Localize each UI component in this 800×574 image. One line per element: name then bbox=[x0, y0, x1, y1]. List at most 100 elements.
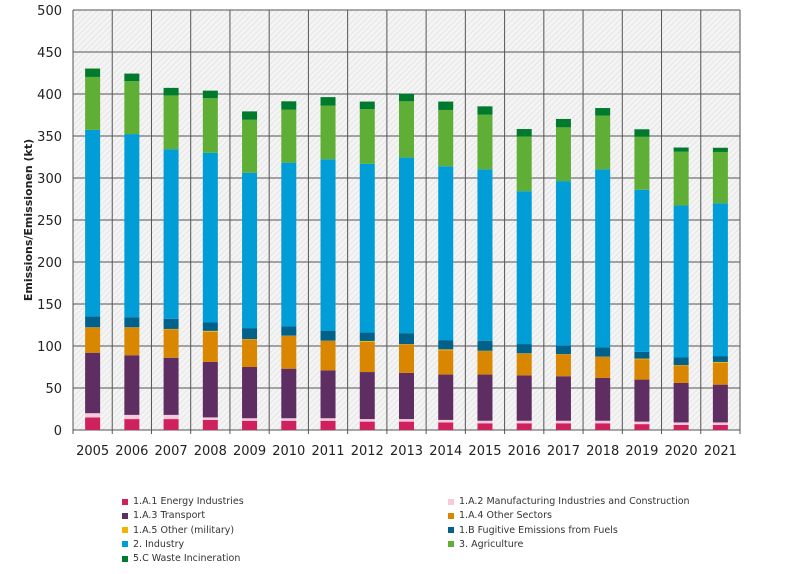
bar-segment bbox=[399, 372, 414, 420]
legend-label: 1.A.3 Transport bbox=[133, 510, 206, 522]
y-tick-label: 350 bbox=[37, 130, 62, 145]
legend-label: 1.A.4 Other Sectors bbox=[459, 510, 552, 522]
bar-segment bbox=[477, 423, 493, 430]
y-axis-label: Emissions/Emissionen (kt) bbox=[22, 139, 35, 301]
bar-segment bbox=[85, 417, 101, 430]
bar-segment bbox=[712, 356, 728, 362]
bar-segment bbox=[85, 129, 101, 317]
legend-item: 1.A.4 Other Sectors bbox=[448, 510, 552, 521]
bar-segment bbox=[359, 341, 375, 373]
bar-segment bbox=[399, 157, 414, 334]
bar-segment bbox=[634, 136, 650, 190]
x-tick-label: 2013 bbox=[390, 444, 423, 459]
bar-segment bbox=[202, 361, 218, 418]
bar-segment bbox=[281, 368, 297, 419]
bar-segment bbox=[555, 376, 571, 421]
x-tick-label: 2006 bbox=[115, 444, 148, 459]
bar-segment bbox=[124, 419, 140, 430]
bar-segment bbox=[634, 129, 650, 137]
bar-segment bbox=[595, 347, 611, 357]
bar-segment bbox=[202, 330, 218, 332]
bar-segment bbox=[85, 352, 101, 414]
y-tick-label: 0 bbox=[54, 424, 62, 439]
bar-segment bbox=[163, 95, 179, 150]
y-tick-label: 500 bbox=[37, 4, 62, 19]
bar-segment bbox=[595, 377, 611, 421]
bar-segment bbox=[555, 345, 571, 355]
bar-segment bbox=[516, 423, 532, 430]
bar-segment bbox=[477, 420, 493, 424]
legend-swatch bbox=[448, 512, 454, 519]
bar-segment bbox=[438, 374, 454, 420]
bar-segment bbox=[320, 418, 336, 421]
bar-segment bbox=[516, 129, 532, 137]
legend-label: 3. Agriculture bbox=[459, 538, 524, 550]
bar-segment bbox=[124, 355, 140, 415]
x-tick-label: 2020 bbox=[665, 444, 698, 459]
bar-segment bbox=[320, 105, 336, 160]
bar-segment bbox=[634, 379, 650, 422]
bar-segment bbox=[555, 423, 571, 430]
bar-segment bbox=[359, 163, 375, 333]
bar-segment bbox=[438, 101, 454, 110]
x-tick-label: 2005 bbox=[76, 444, 109, 459]
bar-segment bbox=[242, 172, 258, 329]
legend-swatch bbox=[122, 555, 128, 562]
bar-segment bbox=[516, 136, 532, 192]
bar-segment bbox=[202, 90, 218, 99]
bar-segment bbox=[477, 106, 493, 115]
bar-segment bbox=[242, 119, 258, 173]
x-tick-label: 2011 bbox=[311, 444, 344, 459]
legend-swatch bbox=[122, 498, 128, 505]
bar-segment bbox=[359, 340, 375, 342]
bar-segment bbox=[399, 421, 414, 430]
bar-segment bbox=[242, 328, 258, 340]
legend-label: 5.C Waste Incineration bbox=[133, 553, 241, 565]
x-tick-label: 2016 bbox=[508, 444, 541, 459]
legend-label: 1.B Fugitive Emissions from Fuels bbox=[459, 524, 618, 536]
bar-segment bbox=[124, 317, 140, 328]
legend-item: 3. Agriculture bbox=[448, 539, 523, 550]
bar-segment bbox=[555, 354, 571, 377]
bar-segment bbox=[516, 344, 532, 354]
bar-segment bbox=[202, 152, 218, 323]
bar-segment bbox=[281, 420, 297, 430]
legend-swatch bbox=[448, 498, 454, 505]
bar-segment bbox=[399, 333, 414, 345]
bar-segment bbox=[85, 413, 101, 418]
bar-segment bbox=[477, 374, 493, 421]
bar-segment bbox=[202, 322, 218, 331]
bar-segment bbox=[320, 97, 336, 106]
x-tick-label: 2009 bbox=[233, 444, 266, 459]
y-tick-label: 250 bbox=[37, 214, 62, 229]
bar-segment bbox=[320, 330, 336, 341]
bar-segment bbox=[85, 68, 101, 77]
bar-segment bbox=[712, 203, 728, 357]
bar-segment bbox=[399, 101, 414, 158]
bar-segment bbox=[202, 98, 218, 153]
bar-segment bbox=[634, 189, 650, 352]
bar-segment bbox=[359, 109, 375, 164]
bar-segment bbox=[438, 109, 454, 167]
bar-segment bbox=[163, 87, 179, 96]
bar-segment bbox=[281, 335, 297, 369]
legend-label: 2. Industry bbox=[133, 538, 185, 550]
x-tick-label: 2012 bbox=[351, 444, 384, 459]
y-tick-label: 50 bbox=[45, 382, 62, 397]
bar-segment bbox=[516, 375, 532, 421]
bar-segment bbox=[595, 356, 611, 378]
legend-label: 1.A.1 Energy Industries bbox=[133, 496, 244, 507]
bar-segment bbox=[438, 350, 454, 375]
bar-segment bbox=[85, 76, 101, 130]
legend-swatch bbox=[122, 527, 128, 534]
bar-segment bbox=[516, 420, 532, 424]
bar-segment bbox=[438, 419, 454, 423]
y-tick-label: 100 bbox=[37, 340, 62, 355]
y-tick-label: 300 bbox=[37, 172, 62, 187]
bar-segment bbox=[242, 339, 258, 367]
bar-segment bbox=[477, 169, 493, 341]
bar-segment bbox=[242, 420, 258, 430]
bar-segment bbox=[673, 422, 689, 425]
bar-segment bbox=[163, 149, 179, 319]
